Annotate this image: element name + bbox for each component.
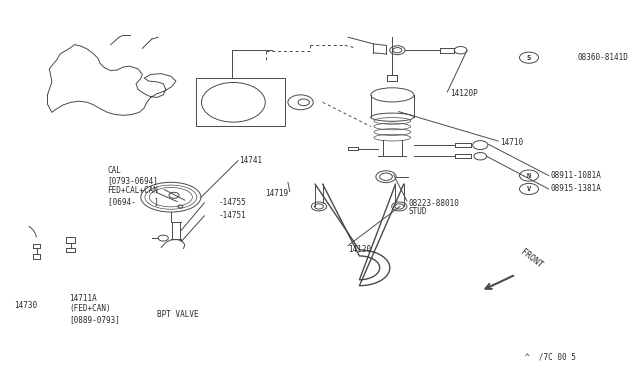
Text: 14730: 14730 [13, 301, 37, 310]
Text: 08360-8141D: 08360-8141D [577, 53, 628, 62]
Text: ^  /7C 00 5: ^ /7C 00 5 [525, 353, 576, 362]
Text: 14120P: 14120P [451, 89, 478, 98]
Text: -14755: -14755 [218, 198, 246, 207]
Text: FRONT: FRONT [519, 247, 544, 270]
Text: 14719: 14719 [265, 189, 288, 198]
Text: 08915-1381A: 08915-1381A [550, 185, 602, 193]
Text: BPT VALVE: BPT VALVE [157, 310, 198, 319]
Text: N: N [527, 173, 531, 179]
Text: 14120: 14120 [348, 245, 371, 254]
Text: 08223-88010: 08223-88010 [408, 199, 459, 208]
Text: 14710: 14710 [500, 138, 523, 147]
Text: S: S [527, 55, 531, 61]
Text: 14711A
(FED+CAN)
[0889-0793]: 14711A (FED+CAN) [0889-0793] [70, 294, 120, 324]
Text: -14751: -14751 [218, 211, 246, 220]
Text: 08911-1081A: 08911-1081A [550, 171, 602, 180]
Text: CAL
[0793-0694]
FED+CAL+CAN
[0694-    ]: CAL [0793-0694] FED+CAL+CAN [0694- ] [108, 166, 159, 206]
Bar [196, 78, 285, 126]
Text: 14741: 14741 [239, 156, 262, 165]
Text: STUD: STUD [408, 207, 427, 216]
Text: V: V [527, 186, 531, 192]
